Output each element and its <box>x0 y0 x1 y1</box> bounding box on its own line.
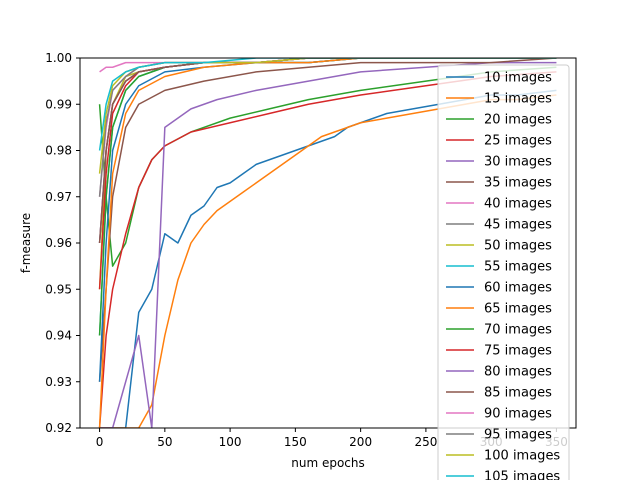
y-tick-label: 0.99 <box>45 97 72 111</box>
legend-label: 80 images <box>484 365 552 380</box>
series-line-6 <box>98 58 557 382</box>
legend-label: 45 images <box>484 218 552 233</box>
legend-label: 75 images <box>484 344 552 359</box>
series-line-2 <box>99 94 557 428</box>
legend-label: 30 images <box>484 155 552 170</box>
legend-label: 20 images <box>484 113 552 128</box>
y-tick-label: 0.94 <box>45 329 72 343</box>
series-line-4 <box>98 71 557 428</box>
y-tick-label: 0.95 <box>45 282 72 296</box>
y-tick-label: 0.93 <box>45 375 72 389</box>
legend-label: 40 images <box>484 197 552 212</box>
series-line-20 <box>98 58 557 151</box>
legend-label: 35 images <box>484 176 552 191</box>
legend: 10 images 15 images 20 images 25 images 30 i… <box>437 64 570 480</box>
legend-box <box>437 64 570 480</box>
y-tick-label: 0.96 <box>45 236 72 250</box>
x-axis-label: num epochs <box>291 456 365 470</box>
x-tick-label: 0 <box>96 435 104 449</box>
x-tick-label: 150 <box>284 435 307 449</box>
series-layer <box>98 58 557 428</box>
x-tick-label: 250 <box>414 435 437 449</box>
legend-label: 15 images <box>484 92 552 107</box>
legend-label: 90 images <box>484 407 552 422</box>
legend-label: 55 images <box>484 260 552 275</box>
y-tick-label: 0.97 <box>45 190 72 204</box>
x-tick-label: 100 <box>219 435 242 449</box>
series-line-5 <box>99 61 557 428</box>
legend-label: 100 images <box>484 449 560 464</box>
legend-label: 65 images <box>484 302 552 317</box>
legend-label: 95 images <box>484 428 552 443</box>
legend-label: 10 images <box>484 71 552 86</box>
y-tick-label: 0.92 <box>45 421 72 435</box>
y-axis-label: f-measure <box>19 213 33 273</box>
legend-label: 60 images <box>484 281 552 296</box>
x-tick-label: 200 <box>349 435 372 449</box>
x-tick-label: 50 <box>157 435 172 449</box>
y-tick-label: 1.00 <box>45 51 72 65</box>
legend-label: 85 images <box>484 386 552 401</box>
legend-label: 105 images <box>484 470 560 480</box>
legend-label: 70 images <box>484 323 552 338</box>
legend-label: 50 images <box>484 239 552 254</box>
legend-label: 25 images <box>484 134 552 149</box>
series-line-12 <box>98 58 557 428</box>
y-tick-label: 0.98 <box>45 144 72 158</box>
y-axis: 0.92 0.93 0.94 0.95 0.96 0.97 0.98 0.99 1.00 <box>45 51 80 435</box>
